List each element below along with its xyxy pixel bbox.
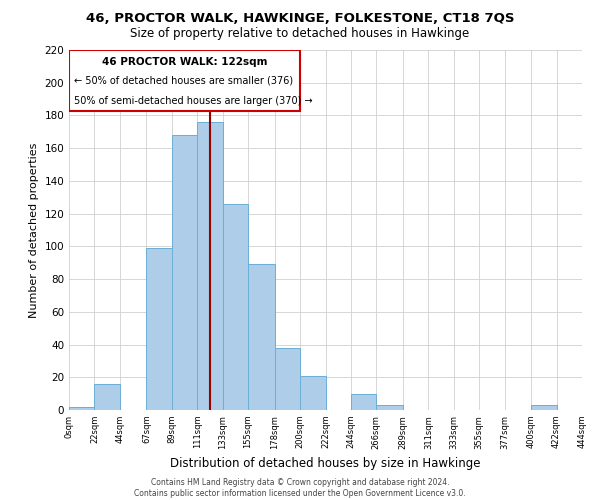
Bar xyxy=(146,248,172,410)
Bar xyxy=(197,122,223,410)
Text: 46, PROCTOR WALK, HAWKINGE, FOLKESTONE, CT18 7QS: 46, PROCTOR WALK, HAWKINGE, FOLKESTONE, … xyxy=(86,12,514,26)
Bar xyxy=(351,394,376,410)
Bar xyxy=(531,405,557,410)
Bar xyxy=(69,50,300,110)
Bar xyxy=(69,406,94,410)
Bar xyxy=(248,264,275,410)
Text: Contains HM Land Registry data © Crown copyright and database right 2024.
Contai: Contains HM Land Registry data © Crown c… xyxy=(134,478,466,498)
Bar xyxy=(376,405,403,410)
Y-axis label: Number of detached properties: Number of detached properties xyxy=(29,142,39,318)
Bar xyxy=(172,135,197,410)
Bar xyxy=(223,204,248,410)
Bar xyxy=(300,376,325,410)
Text: 50% of semi-detached houses are larger (370) →: 50% of semi-detached houses are larger (… xyxy=(74,96,312,106)
Bar xyxy=(94,384,120,410)
Bar xyxy=(275,348,300,410)
Text: ← 50% of detached houses are smaller (376): ← 50% of detached houses are smaller (37… xyxy=(74,76,293,86)
Text: 46 PROCTOR WALK: 122sqm: 46 PROCTOR WALK: 122sqm xyxy=(102,56,267,66)
X-axis label: Distribution of detached houses by size in Hawkinge: Distribution of detached houses by size … xyxy=(170,457,481,470)
Text: Size of property relative to detached houses in Hawkinge: Size of property relative to detached ho… xyxy=(130,28,470,40)
